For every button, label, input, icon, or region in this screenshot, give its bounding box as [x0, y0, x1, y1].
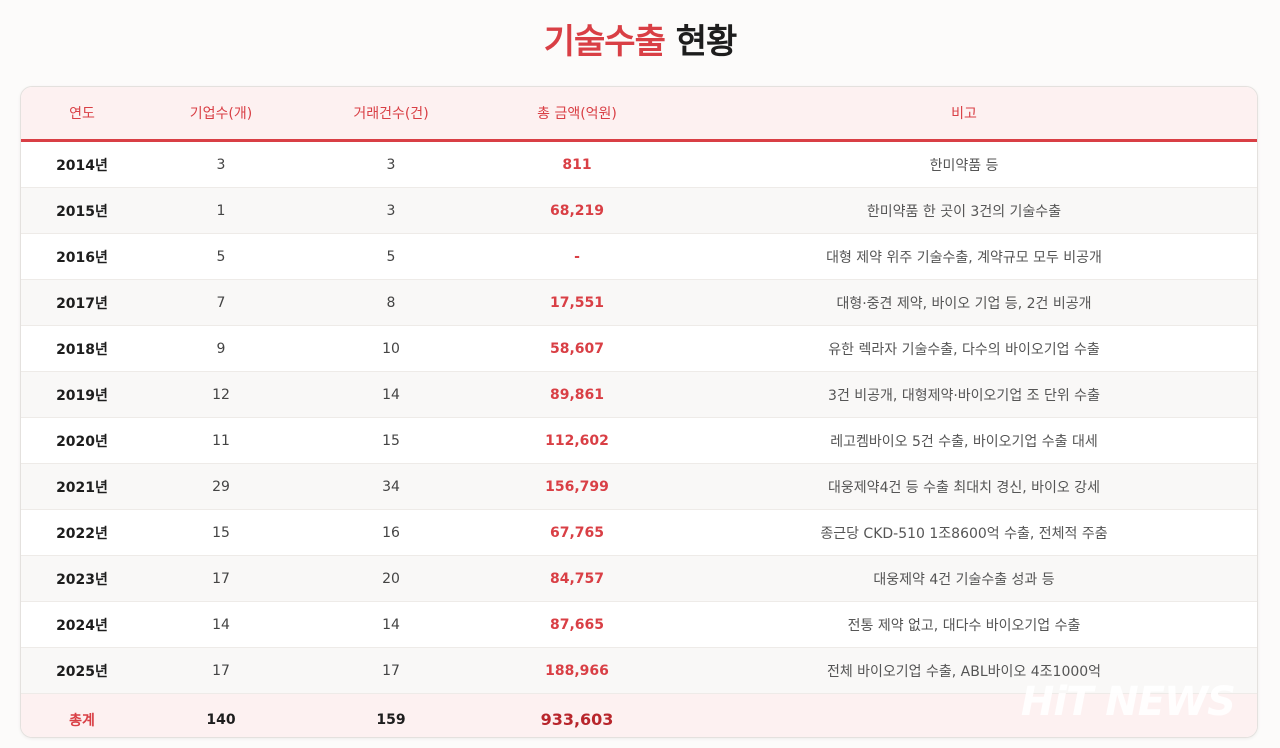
header-deals: 거래건수(건): [299, 87, 483, 142]
cell-deals: 3: [299, 140, 483, 188]
total-label: 총계: [21, 693, 143, 737]
cell-year: 2020년: [21, 417, 143, 464]
cell-deals: 8: [299, 279, 483, 326]
cell-year: 2016년: [21, 233, 143, 280]
title-accent: 기술수출: [543, 22, 666, 62]
total-note: [671, 693, 1257, 737]
cell-note: 대형 제약 위주 기술수출, 계약규모 모두 비공개: [671, 233, 1257, 280]
table-row: 2014년 3 3 811 한미약품 등: [21, 140, 1257, 188]
total-companies: 140: [143, 693, 299, 737]
cell-year: 2025년: [21, 647, 143, 694]
cell-deals: 14: [299, 371, 483, 418]
cell-companies: 12: [143, 371, 299, 418]
cell-year: 2019년: [21, 371, 143, 418]
cell-companies: 11: [143, 417, 299, 464]
cell-deals: 17: [299, 647, 483, 694]
cell-amount: 811: [483, 140, 671, 188]
hitnews-watermark-logo: HiT NEWS: [1020, 679, 1236, 725]
header-companies: 기업수(개): [143, 87, 299, 142]
cell-deals: 5: [299, 233, 483, 280]
cell-note: 3건 비공개, 대형제약·바이오기업 조 단위 수출: [671, 371, 1257, 418]
cell-amount: -: [483, 233, 671, 280]
table-row: 2018년 9 10 58,607 유한 렉라자 기술수출, 다수의 바이오기업 수출: [21, 325, 1257, 372]
cell-note: 대웅제약 4건 기술수출 성과 등: [671, 555, 1257, 602]
cell-note: 종근당 CKD-510 1조8600억 수출, 전체적 주춤: [671, 509, 1257, 556]
cell-year: 2023년: [21, 555, 143, 602]
cell-companies: 17: [143, 647, 299, 694]
cell-amount: 58,607: [483, 325, 671, 372]
cell-amount: 188,966: [483, 647, 671, 694]
table-row: 2025년 17 17 188,966 전체 바이오기업 수출, ABL바이오 4조10…: [21, 647, 1257, 694]
tech-export-table: 연도 기업수(개) 거래건수(건) 총 금액(억원) 비고 2014년 3 3 811…: [21, 87, 1257, 737]
table-row: 2016년 5 5- 대형 제약 위주 기술수출, 계약규모 모두 비공개: [21, 233, 1257, 280]
cell-companies: 29: [143, 463, 299, 510]
cell-year: 2015년: [21, 187, 143, 234]
table-row: 2017년 7 8 17,551 대형·중견 제약, 바이오 기업 등, 2건 비공개: [21, 279, 1257, 326]
cell-note: 대웅제약4건 등 수출 최대치 경신, 바이오 강세: [671, 463, 1257, 510]
cell-amount: 89,861: [483, 371, 671, 418]
total-amount: 933,603: [483, 693, 671, 737]
cell-deals: 15: [299, 417, 483, 464]
cell-note: 전체 바이오기업 수출, ABL바이오 4조1000억: [671, 647, 1257, 694]
cell-note: 대형·중견 제약, 바이오 기업 등, 2건 비공개: [671, 279, 1257, 326]
cell-deals: 20: [299, 555, 483, 602]
cell-companies: 5: [143, 233, 299, 280]
cell-amount: 68,219: [483, 187, 671, 234]
cell-note: 전통 제약 없고, 대다수 바이오기업 수출: [671, 601, 1257, 648]
header-year: 연도: [21, 87, 143, 142]
table-row: 2023년 17 20 84,757 대웅제약 4건 기술수출 성과 등: [21, 555, 1257, 602]
table-row: 2019년 12 14 89,861 3건 비공개, 대형제약·바이오기업 조 단위 수…: [21, 371, 1257, 418]
cell-year: 2018년: [21, 325, 143, 372]
cell-note: 한미약품 등: [671, 140, 1257, 188]
cell-year: 2017년: [21, 279, 143, 326]
cell-deals: 34: [299, 463, 483, 510]
table-row: 2021년 29 34 156,799 대웅제약4건 등 수출 최대치 경신, 바이오 …: [21, 463, 1257, 510]
cell-amount: 84,757: [483, 555, 671, 602]
cell-year: 2024년: [21, 601, 143, 648]
cell-note: 한미약품 한 곳이 3건의 기술수출: [671, 187, 1257, 234]
cell-deals: 3: [299, 187, 483, 234]
cell-amount: 17,551: [483, 279, 671, 326]
cell-amount: 156,799: [483, 463, 671, 510]
tech-export-table-card: 연도 기업수(개) 거래건수(건) 총 금액(억원) 비고 2014년 3 3 811…: [20, 86, 1258, 738]
cell-deals: 16: [299, 509, 483, 556]
cell-companies: 14: [143, 601, 299, 648]
cell-note: 유한 렉라자 기술수출, 다수의 바이오기업 수출: [671, 325, 1257, 372]
header-amount: 총 금액(억원): [483, 87, 671, 142]
cell-companies: 17: [143, 555, 299, 602]
cell-year: 2021년: [21, 463, 143, 510]
header-note: 비고: [671, 87, 1257, 142]
table-row: 2022년 15 16 67,765 종근당 CKD-510 1조8600억 수출, 전…: [21, 509, 1257, 556]
table-row: 2015년 1 3 68,219 한미약품 한 곳이 3건의 기술수출: [21, 187, 1257, 234]
cell-amount: 67,765: [483, 509, 671, 556]
title-rest: 현황: [675, 22, 738, 62]
cell-companies: 9: [143, 325, 299, 372]
table-row: 2024년 14 14 87,665 전통 제약 없고, 대다수 바이오기업 수출: [21, 601, 1257, 648]
cell-deals: 10: [299, 325, 483, 372]
cell-note: 레고켐바이오 5건 수출, 바이오기업 수출 대세: [671, 417, 1257, 464]
total-row: 총계 140 159 933,603: [21, 693, 1257, 737]
cell-deals: 14: [299, 601, 483, 648]
cell-companies: 1: [143, 187, 299, 234]
total-deals: 159: [299, 693, 483, 737]
cell-companies: 15: [143, 509, 299, 556]
page-title: 기술수출 현황: [0, 14, 1280, 63]
table-header-row: 연도 기업수(개) 거래건수(건) 총 금액(억원) 비고: [21, 87, 1257, 142]
cell-amount: 87,665: [483, 601, 671, 648]
cell-year: 2022년: [21, 509, 143, 556]
cell-year: 2014년: [21, 140, 143, 188]
cell-amount: 112,602: [483, 417, 671, 464]
cell-companies: 3: [143, 140, 299, 188]
cell-companies: 7: [143, 279, 299, 326]
table-row: 2020년 11 15 112,602 레고켐바이오 5건 수출, 바이오기업 수출 대…: [21, 417, 1257, 464]
